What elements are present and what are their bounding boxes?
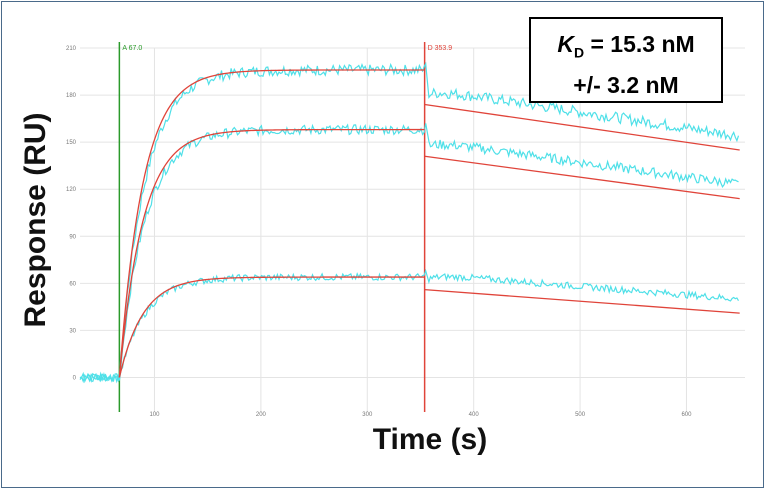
kd-subscript: D (573, 44, 585, 61)
x-axis-label: Time (s) (372, 423, 488, 456)
dissociation-marker-label: D 353.9 (428, 45, 453, 52)
y-tick-label: 30 (69, 328, 76, 334)
phase-markers: A 67.0 D 353.9 (118, 42, 453, 412)
fit-dissociation-curve-1 (424, 103, 740, 151)
x-tick-label: 100 (149, 412, 160, 418)
y-tick-label: 60 (69, 281, 76, 287)
fit-association-curve-3 (118, 276, 425, 378)
fit-association-curve-2 (118, 128, 425, 378)
fit-dissociation-curve-2 (424, 155, 740, 200)
y-tick-label: 120 (66, 187, 77, 193)
kd-symbol: K (557, 31, 574, 57)
measured-curves (79, 61, 740, 384)
measured-curve-2 (79, 123, 739, 384)
kd-annotation-box: KD = 15.3 nM +/- 3.2 nM (529, 17, 723, 103)
kd-error: +/- 3.2 nM (573, 71, 679, 98)
y-tick-label: 0 (73, 375, 77, 381)
measured-curve-3 (79, 268, 740, 384)
fit-association-curve-1 (118, 69, 425, 378)
measured-curve-1 (79, 61, 740, 383)
y-tick-label: 180 (66, 93, 77, 99)
x-tick-label: 300 (362, 412, 373, 418)
x-tick-label: 600 (681, 412, 692, 418)
y-tick-label: 90 (69, 234, 76, 240)
fit-dissociation-curve-3 (424, 288, 740, 314)
x-tick-label: 400 (469, 412, 480, 418)
kd-value-line: KD = 15.3 nM (531, 28, 721, 69)
x-tick-label: 500 (575, 412, 586, 418)
y-tick-label: 210 (66, 46, 77, 52)
y-axis-label: Response (RU) (19, 112, 52, 328)
tick-labels: 0 30 60 90 120 150 180 210 100 200 300 400 500 600 (66, 46, 692, 418)
fit-curves (118, 69, 740, 378)
kd-value: = 15.3 nM (584, 31, 695, 57)
association-marker-label: A 67.0 (122, 45, 142, 52)
y-tick-label: 150 (66, 140, 77, 146)
x-tick-label: 200 (256, 412, 267, 418)
